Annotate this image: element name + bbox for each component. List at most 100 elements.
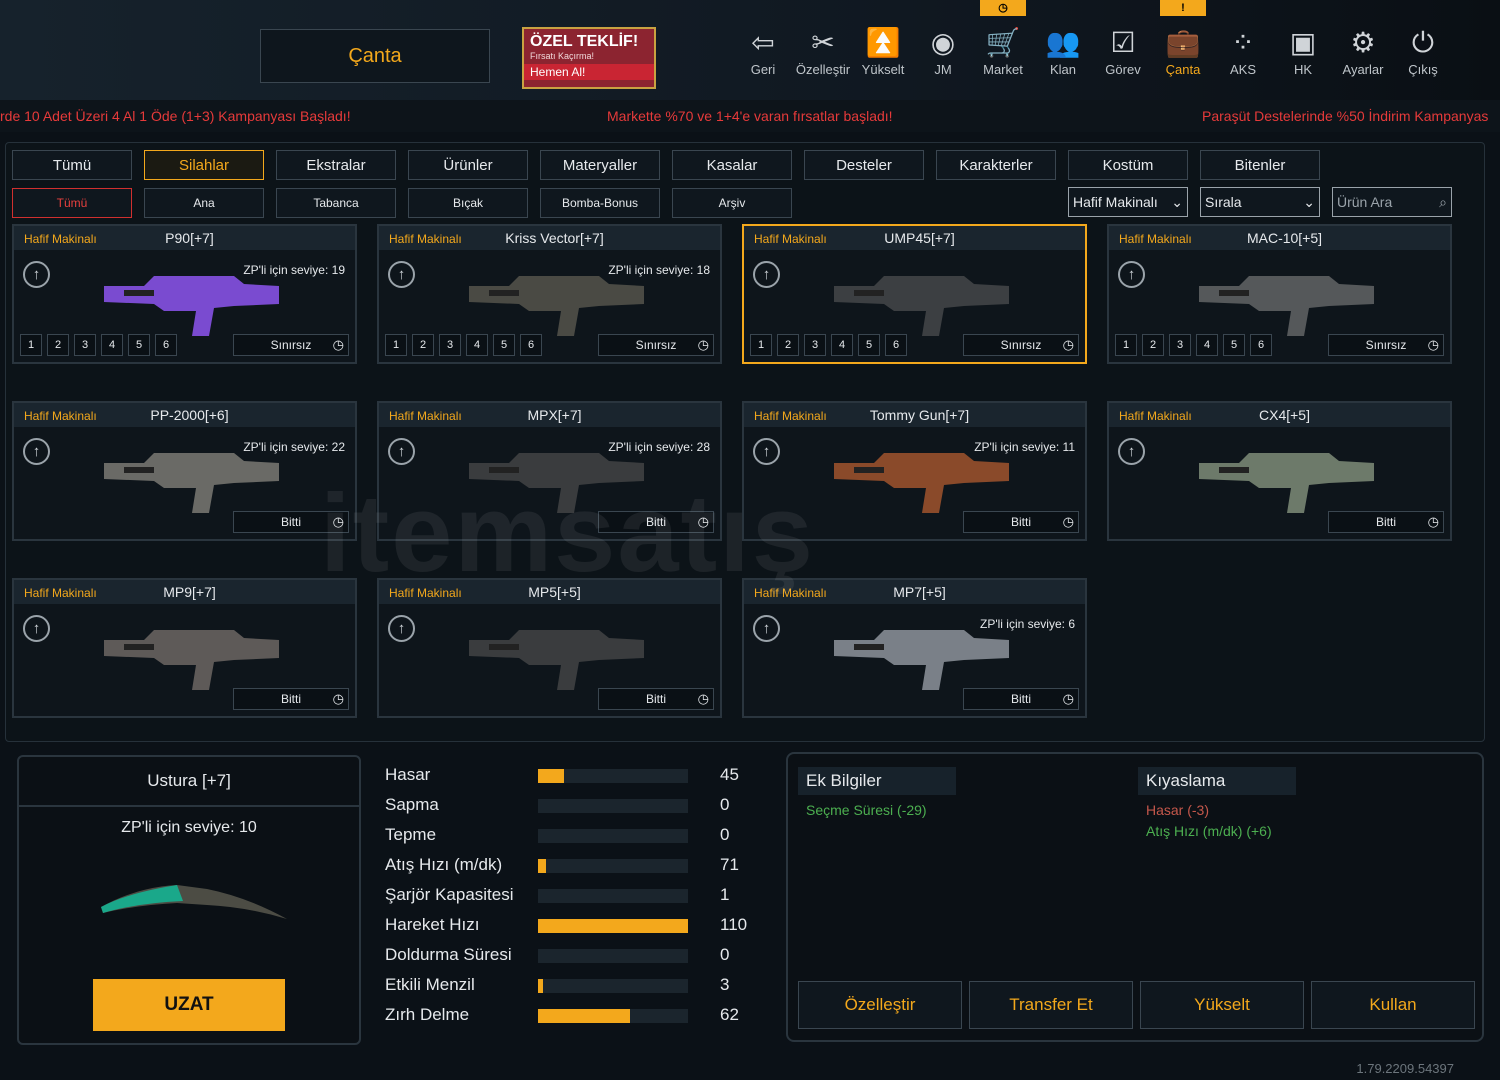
attachment-slot[interactable]: 2 bbox=[777, 334, 799, 356]
search-input[interactable]: Ürün Ara ⌕ bbox=[1332, 187, 1452, 217]
tab-0[interactable]: Tümü bbox=[12, 150, 132, 180]
attachment-slot[interactable]: 6 bbox=[520, 334, 542, 356]
sort-dropdown[interactable]: Sırala ⌄ bbox=[1200, 187, 1320, 217]
attachment-slot[interactable]: 3 bbox=[804, 334, 826, 356]
subtab-5[interactable]: Arşiv bbox=[672, 188, 792, 218]
attachment-slot[interactable]: 6 bbox=[885, 334, 907, 356]
extend-button[interactable]: UZAT bbox=[93, 979, 285, 1031]
attachment-slot[interactable]: 1 bbox=[750, 334, 772, 356]
tab-9[interactable]: Bitenler bbox=[1200, 150, 1320, 180]
nav-back[interactable]: ⇦ Geri bbox=[733, 24, 793, 77]
item-card[interactable]: Hafif Makinalı MAC-10[+5] ↑ 1 2 3 4 5 6 Sınırsız ◷ bbox=[1107, 224, 1452, 364]
duration-box[interactable]: Sınırsız ◷ bbox=[963, 334, 1079, 356]
item-card[interactable]: Hafif Makinalı MP5[+5] ↑ Bitti ◷ bbox=[377, 578, 722, 718]
category-dropdown[interactable]: Hafif Makinalı ⌄ bbox=[1068, 187, 1188, 217]
duration-box[interactable]: Bitti ◷ bbox=[233, 511, 349, 533]
item-name: MAC-10[+5] bbox=[1246, 230, 1323, 246]
stat-bar-fill bbox=[538, 919, 688, 933]
nav-upgrade[interactable]: ⏫ Yükselt bbox=[853, 24, 913, 77]
tab-3[interactable]: Ürünler bbox=[408, 150, 528, 180]
attachment-slot[interactable]: 3 bbox=[439, 334, 461, 356]
attachment-slot[interactable]: 5 bbox=[858, 334, 880, 356]
upgrade-arrow-icon[interactable]: ↑ bbox=[388, 438, 415, 465]
customize-button[interactable]: Özelleştir bbox=[798, 981, 962, 1029]
attachment-slot[interactable]: 4 bbox=[466, 334, 488, 356]
duration-box[interactable]: Sınırsız ◷ bbox=[1328, 334, 1444, 356]
attachment-slot[interactable]: 2 bbox=[1142, 334, 1164, 356]
item-card[interactable]: Hafif Makinalı MPX[+7] ↑ ZP'li için seviye:… bbox=[377, 401, 722, 541]
attachment-slot[interactable]: 4 bbox=[101, 334, 123, 356]
upgrade-arrow-icon[interactable]: ↑ bbox=[753, 438, 780, 465]
nav-coins[interactable]: ◉ JM bbox=[913, 24, 973, 77]
subtab-0[interactable]: Tümü bbox=[12, 188, 132, 218]
attachment-slot[interactable]: 2 bbox=[412, 334, 434, 356]
duration-box[interactable]: Sınırsız ◷ bbox=[233, 334, 349, 356]
subtab-4[interactable]: Bomba-Bonus bbox=[540, 188, 660, 218]
item-card[interactable]: Hafif Makinalı MP9[+7] ↑ Bitti ◷ bbox=[12, 578, 357, 718]
tab-1[interactable]: Silahlar bbox=[144, 150, 264, 180]
upgrade-arrow-icon[interactable]: ↑ bbox=[388, 261, 415, 288]
attachment-slot[interactable]: 1 bbox=[20, 334, 42, 356]
duration-box[interactable]: Bitti ◷ bbox=[963, 688, 1079, 710]
upgrade-arrow-icon[interactable]: ↑ bbox=[23, 438, 50, 465]
attachment-slot[interactable]: 3 bbox=[1169, 334, 1191, 356]
upgrade-arrow-icon[interactable]: ↑ bbox=[753, 261, 780, 288]
item-card[interactable]: Hafif Makinalı P90[+7] ↑ ZP'li için seviye:… bbox=[12, 224, 357, 364]
nav-dots[interactable]: ⁘ AKS bbox=[1213, 24, 1273, 77]
duration-box[interactable]: Sınırsız ◷ bbox=[598, 334, 714, 356]
upgrade-arrow-icon[interactable]: ↑ bbox=[1118, 261, 1145, 288]
attachment-slot[interactable]: 5 bbox=[493, 334, 515, 356]
card-header: Hafif Makinalı MAC-10[+5] bbox=[1109, 226, 1450, 250]
duration-box[interactable]: Bitti ◷ bbox=[1328, 511, 1444, 533]
duration-box[interactable]: Bitti ◷ bbox=[233, 688, 349, 710]
subtab-1[interactable]: Ana bbox=[144, 188, 264, 218]
subtab-3[interactable]: Bıçak bbox=[408, 188, 528, 218]
item-card[interactable]: Hafif Makinalı CX4[+5] ↑ Bitti ◷ bbox=[1107, 401, 1452, 541]
offer-cta[interactable]: Hemen Al! bbox=[524, 64, 654, 80]
duration-box[interactable]: Bitti ◷ bbox=[963, 511, 1079, 533]
attachment-slot[interactable]: 4 bbox=[831, 334, 853, 356]
tab-2[interactable]: Ekstralar bbox=[276, 150, 396, 180]
tab-5[interactable]: Kasalar bbox=[672, 150, 792, 180]
nav-power[interactable]: ⏻ Çıkış bbox=[1393, 24, 1453, 77]
attachment-slot[interactable]: 1 bbox=[385, 334, 407, 356]
stat-bar bbox=[538, 949, 688, 963]
attachment-slot[interactable]: 5 bbox=[1223, 334, 1245, 356]
card-header: Hafif Makinalı MP7[+5] bbox=[744, 580, 1085, 604]
duration-box[interactable]: Bitti ◷ bbox=[598, 688, 714, 710]
upgrade-button[interactable]: Yükselt bbox=[1140, 981, 1304, 1029]
tab-4[interactable]: Materyaller bbox=[540, 150, 660, 180]
nav-gear[interactable]: ⚙ Ayarlar bbox=[1333, 24, 1393, 77]
attachment-slot[interactable]: 6 bbox=[1250, 334, 1272, 356]
upgrade-arrow-icon[interactable]: ↑ bbox=[388, 615, 415, 642]
nav-cart[interactable]: ◷ 🛒 Market bbox=[973, 0, 1033, 77]
attachment-slot[interactable]: 1 bbox=[1115, 334, 1137, 356]
use-button[interactable]: Kullan bbox=[1311, 981, 1475, 1029]
duration-box[interactable]: Bitti ◷ bbox=[598, 511, 714, 533]
upgrade-arrow-icon[interactable]: ↑ bbox=[23, 261, 50, 288]
attachment-slot[interactable]: 6 bbox=[155, 334, 177, 356]
subtab-2[interactable]: Tabanca bbox=[276, 188, 396, 218]
nav-tools[interactable]: ✂ Özelleştir bbox=[793, 24, 853, 77]
attachment-slot[interactable]: 4 bbox=[1196, 334, 1218, 356]
nav-clipboard[interactable]: ☑ Görev bbox=[1093, 24, 1153, 77]
item-card[interactable]: Hafif Makinalı Kriss Vector[+7] ↑ ZP'li içi… bbox=[377, 224, 722, 364]
special-offer-banner[interactable]: ÖZEL TEKLİF! Fırsatı Kaçırma! Hemen Al! bbox=[522, 27, 656, 89]
attachment-slot[interactable]: 5 bbox=[128, 334, 150, 356]
upgrade-arrow-icon[interactable]: ↑ bbox=[23, 615, 50, 642]
attachment-slot[interactable]: 2 bbox=[47, 334, 69, 356]
nav-bag[interactable]: ! 💼 Çanta bbox=[1153, 0, 1213, 77]
upgrade-arrow-icon[interactable]: ↑ bbox=[1118, 438, 1145, 465]
nav-clan[interactable]: 👥 Klan bbox=[1033, 24, 1093, 77]
attachment-slot[interactable]: 3 bbox=[74, 334, 96, 356]
item-card[interactable]: Hafif Makinalı PP-2000[+6] ↑ ZP'li için sev… bbox=[12, 401, 357, 541]
tab-6[interactable]: Desteler bbox=[804, 150, 924, 180]
tab-7[interactable]: Karakterler bbox=[936, 150, 1056, 180]
item-card[interactable]: Hafif Makinalı MP7[+5] ↑ ZP'li için seviye:… bbox=[742, 578, 1087, 718]
transfer-button[interactable]: Transfer Et bbox=[969, 981, 1133, 1029]
item-card[interactable]: Hafif Makinalı UMP45[+7] ↑ 1 2 3 4 5 6 Sınırsız ◷ bbox=[742, 224, 1087, 364]
tab-8[interactable]: Kostüm bbox=[1068, 150, 1188, 180]
item-card[interactable]: Hafif Makinalı Tommy Gun[+7] ↑ ZP'li için s… bbox=[742, 401, 1087, 541]
nav-wallet[interactable]: ▣ HK bbox=[1273, 24, 1333, 77]
upgrade-arrow-icon[interactable]: ↑ bbox=[753, 615, 780, 642]
